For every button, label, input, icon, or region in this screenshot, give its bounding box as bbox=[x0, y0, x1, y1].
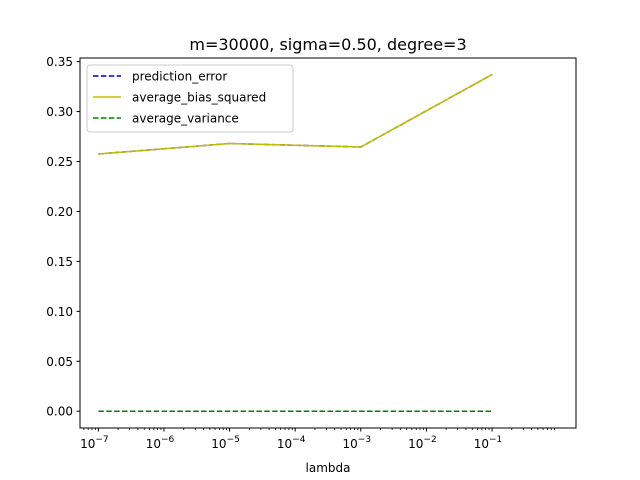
series-layer bbox=[98, 73, 493, 412]
x-axis-label: lambda bbox=[306, 461, 351, 475]
y-tick-label: 0.15 bbox=[46, 255, 73, 269]
x-axis: 10−7 10−6 10−5 10−4 10−3 10−2 10−1 bbox=[80, 428, 556, 451]
y-tick-label: 0.05 bbox=[46, 355, 73, 369]
y-axis: 0.00 0.05 0.10 0.15 0.20 0.25 0.30 0.35 bbox=[46, 55, 80, 419]
legend: prediction_error average_bias_squaredaver… bbox=[86, 64, 294, 133]
legend-box bbox=[86, 64, 294, 133]
legend-label-average-variance: average_variance bbox=[132, 112, 239, 126]
y-tick-label: 0.20 bbox=[46, 205, 73, 219]
axes-frame bbox=[79, 57, 577, 429]
series-line-average-bias-squared bbox=[98, 73, 493, 155]
y-tick-label: 0.35 bbox=[46, 55, 73, 69]
y-tick-label: 0.30 bbox=[46, 105, 73, 119]
chart-title: m=30000, sigma=0.50, degree=3 bbox=[189, 35, 466, 54]
y-tick-label: 0.25 bbox=[46, 155, 73, 169]
legend-label-prediction-error: prediction_error bbox=[132, 70, 227, 84]
y-tick-label: 0.10 bbox=[46, 305, 73, 319]
y-tick-label: 0.00 bbox=[46, 405, 73, 419]
legend-label-average-bias-squared: average_bias_squared bbox=[132, 91, 266, 105]
